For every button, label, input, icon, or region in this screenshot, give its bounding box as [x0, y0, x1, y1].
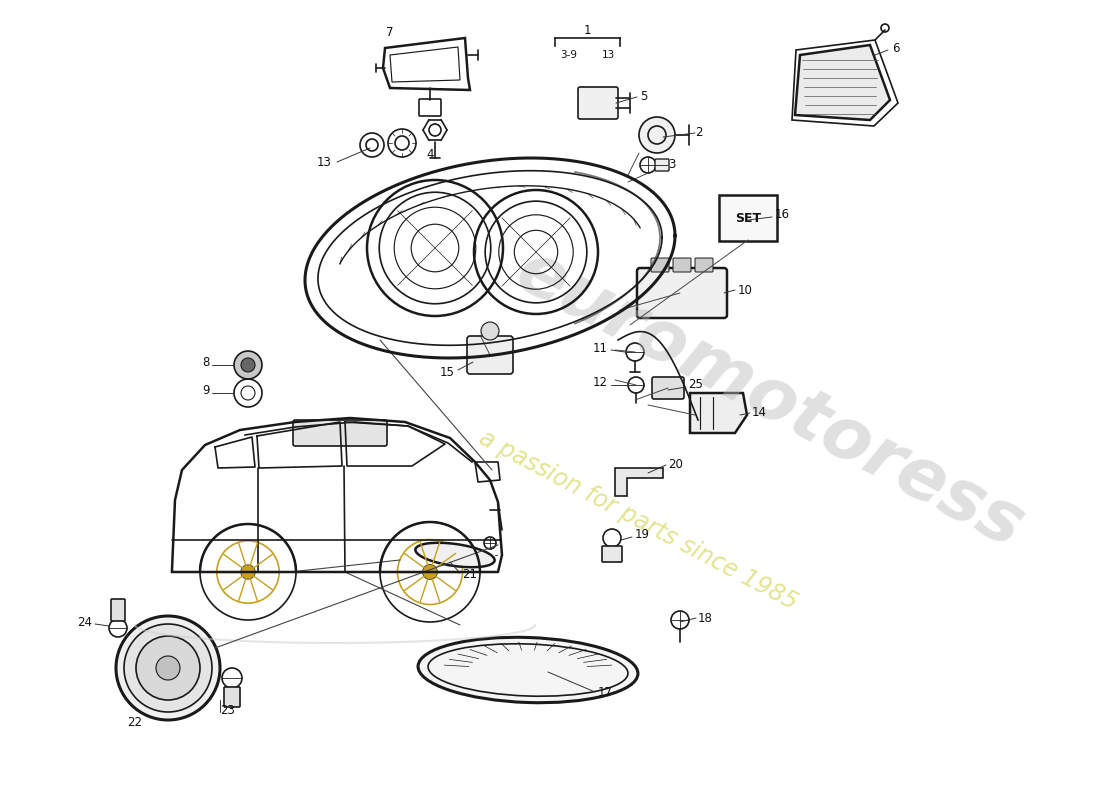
Text: 2: 2	[695, 126, 703, 139]
Circle shape	[116, 616, 220, 720]
Text: 23: 23	[220, 703, 235, 717]
Text: 18: 18	[698, 611, 713, 625]
FancyBboxPatch shape	[224, 687, 240, 707]
Text: a passion for parts since 1985: a passion for parts since 1985	[475, 426, 801, 614]
Ellipse shape	[418, 638, 638, 702]
Text: 22: 22	[128, 715, 143, 729]
FancyBboxPatch shape	[719, 195, 777, 241]
Text: 10: 10	[738, 283, 752, 297]
Text: 13: 13	[317, 155, 332, 169]
Polygon shape	[615, 468, 663, 496]
Circle shape	[124, 624, 212, 712]
Text: 1: 1	[584, 23, 592, 37]
FancyBboxPatch shape	[602, 546, 621, 562]
Text: SET: SET	[735, 211, 761, 225]
Text: 15: 15	[440, 366, 455, 378]
FancyBboxPatch shape	[637, 268, 727, 318]
FancyBboxPatch shape	[654, 159, 669, 171]
Text: 16: 16	[776, 209, 790, 222]
Text: 20: 20	[668, 458, 683, 471]
Text: 6: 6	[892, 42, 900, 54]
FancyBboxPatch shape	[673, 258, 691, 272]
Circle shape	[241, 565, 255, 579]
Text: 4: 4	[427, 149, 433, 162]
Text: 14: 14	[752, 406, 767, 419]
Polygon shape	[690, 393, 747, 433]
Text: 12: 12	[593, 377, 608, 390]
FancyBboxPatch shape	[293, 420, 387, 446]
Text: 21: 21	[462, 569, 477, 582]
Text: 8: 8	[202, 357, 210, 370]
Text: 7: 7	[386, 26, 394, 38]
Text: 9: 9	[202, 385, 210, 398]
Text: 13: 13	[602, 50, 615, 60]
Text: 19: 19	[635, 529, 650, 542]
Text: 3: 3	[668, 158, 675, 171]
FancyBboxPatch shape	[578, 87, 618, 119]
FancyBboxPatch shape	[651, 258, 669, 272]
Circle shape	[156, 656, 180, 680]
Circle shape	[422, 565, 438, 579]
Text: 24: 24	[77, 615, 92, 629]
Circle shape	[241, 358, 255, 372]
Text: 5: 5	[640, 90, 648, 103]
FancyBboxPatch shape	[695, 258, 713, 272]
FancyBboxPatch shape	[652, 377, 684, 399]
Circle shape	[234, 351, 262, 379]
Text: 25: 25	[688, 378, 703, 391]
Text: 3-9: 3-9	[561, 50, 578, 60]
Text: 11: 11	[593, 342, 608, 354]
Ellipse shape	[416, 542, 495, 567]
Circle shape	[136, 636, 200, 700]
Polygon shape	[795, 45, 890, 120]
Text: euromotoress: euromotoress	[504, 237, 1036, 563]
Circle shape	[639, 117, 675, 153]
Text: 17: 17	[598, 686, 613, 698]
Circle shape	[481, 322, 499, 340]
FancyBboxPatch shape	[111, 599, 125, 621]
FancyBboxPatch shape	[468, 336, 513, 374]
